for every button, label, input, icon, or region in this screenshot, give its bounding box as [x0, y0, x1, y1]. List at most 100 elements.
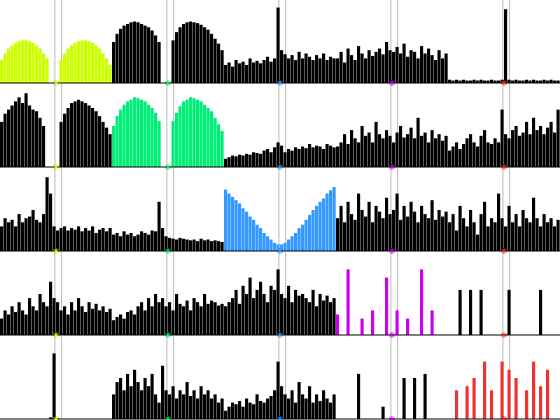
bar	[371, 222, 375, 251]
marker-stroke	[53, 249, 59, 253]
bar	[329, 56, 333, 83]
bar	[203, 294, 207, 335]
bar	[77, 41, 81, 83]
bar	[525, 218, 529, 251]
bar	[357, 373, 361, 419]
bar	[318, 400, 322, 419]
bar	[210, 300, 214, 335]
bar	[497, 193, 501, 251]
bar	[206, 239, 210, 251]
bar	[91, 107, 95, 167]
bar	[63, 53, 67, 83]
bar	[108, 308, 112, 335]
bar	[255, 394, 259, 419]
bar	[437, 210, 441, 251]
bar	[322, 53, 326, 83]
bar	[185, 239, 189, 251]
bar	[241, 155, 245, 167]
marker-stroke	[501, 81, 507, 85]
bar	[108, 64, 112, 83]
bar	[490, 218, 494, 251]
bar	[220, 50, 224, 83]
bar	[304, 148, 308, 167]
marker-stroke	[53, 165, 59, 169]
bar	[28, 41, 32, 83]
bar	[381, 138, 385, 167]
bar	[220, 303, 224, 335]
bar	[374, 51, 378, 83]
bar	[182, 306, 186, 335]
bar	[231, 196, 235, 251]
bar	[49, 193, 53, 251]
bar	[150, 30, 154, 83]
bar	[430, 310, 434, 335]
bar	[24, 218, 28, 251]
bar	[434, 60, 438, 83]
bar	[290, 236, 294, 251]
bar	[280, 50, 284, 83]
bar	[189, 21, 193, 83]
bar	[322, 300, 326, 335]
bar	[119, 236, 123, 251]
bar	[409, 201, 413, 251]
bar	[157, 201, 161, 251]
bar	[0, 226, 4, 251]
bar	[287, 58, 291, 83]
bar	[329, 302, 333, 335]
bar	[98, 116, 102, 167]
bar	[476, 234, 480, 251]
bar	[493, 138, 497, 167]
bar	[542, 79, 546, 83]
marker-stroke	[389, 417, 395, 420]
bar	[308, 56, 312, 83]
bar	[542, 214, 546, 251]
bar	[490, 144, 494, 167]
bar	[154, 231, 158, 251]
bar	[42, 53, 46, 83]
bar	[465, 386, 469, 419]
bar	[192, 98, 196, 167]
bar	[472, 222, 476, 251]
bar	[126, 373, 130, 419]
bar	[255, 60, 259, 83]
bar	[381, 406, 385, 419]
bar	[465, 138, 469, 167]
bar	[105, 231, 109, 251]
bar	[276, 244, 280, 251]
bar	[301, 146, 305, 167]
bar	[420, 46, 424, 83]
bar	[350, 130, 354, 167]
bar	[185, 300, 189, 335]
bar	[122, 390, 126, 419]
marker-stroke	[277, 165, 283, 169]
bar	[504, 9, 508, 84]
bar	[70, 302, 74, 335]
marker	[501, 80, 507, 86]
bar	[150, 306, 154, 335]
bar	[528, 222, 532, 251]
bar	[185, 382, 189, 419]
bar	[546, 222, 550, 251]
bar	[161, 298, 165, 335]
bar	[66, 107, 70, 167]
bar	[217, 124, 221, 167]
bar	[14, 101, 18, 167]
bar	[14, 312, 18, 335]
bar	[479, 214, 483, 251]
bar	[458, 80, 462, 83]
bar	[224, 189, 228, 251]
bar	[87, 230, 91, 251]
bar	[241, 406, 245, 419]
bar	[224, 64, 228, 83]
bar	[409, 127, 413, 167]
bar	[290, 390, 294, 419]
bar	[511, 80, 515, 83]
bar	[84, 40, 88, 83]
bar	[171, 310, 175, 335]
bar	[203, 27, 207, 84]
bar	[304, 53, 308, 83]
bar	[164, 236, 168, 251]
bar	[315, 205, 319, 251]
bar	[332, 298, 336, 335]
bar	[238, 303, 242, 335]
